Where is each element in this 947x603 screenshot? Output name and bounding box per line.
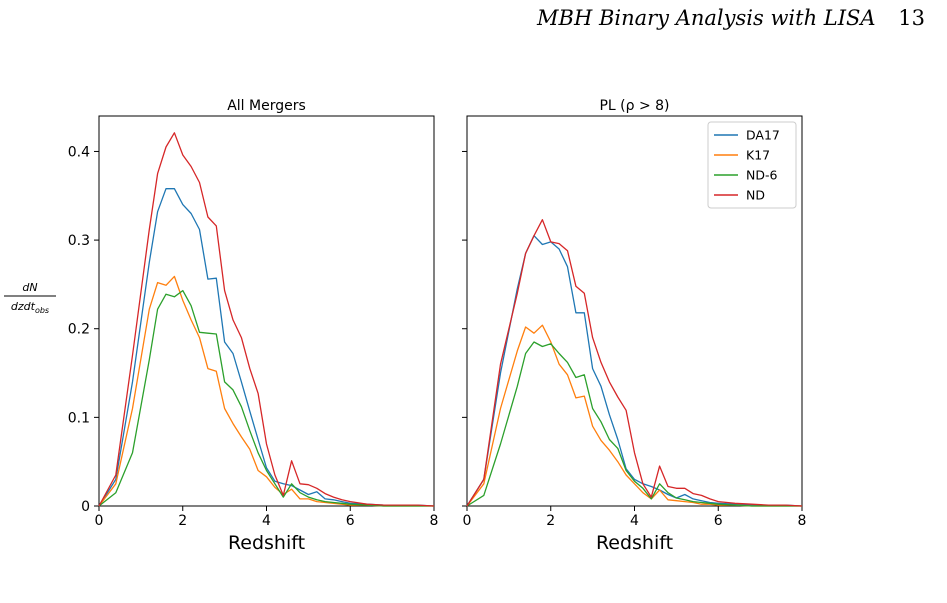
y-tick-label: 0 <box>81 499 90 515</box>
series-line-da17 <box>98 188 435 507</box>
x-axis-label: Redshift <box>228 532 305 554</box>
series-line-k17 <box>466 324 802 507</box>
series-line-k17 <box>98 275 434 507</box>
page-number: 13 <box>898 6 925 30</box>
legend: DA17 K17 ND-6 ND <box>707 121 797 209</box>
panel-title: PL (ρ > 8) <box>599 98 669 114</box>
series-line-nd-6 <box>98 289 434 507</box>
y-axis-label: dN dzdtobs <box>4 281 56 315</box>
x-tick-label: 0 <box>463 513 472 529</box>
series-line-da17 <box>466 235 803 507</box>
y-tick-label: 0.1 <box>68 410 90 426</box>
panel-all-mergers: All Mergers 0 2 4 6 8 0 0.1 0.2 0.3 0.4 Redshift <box>68 98 439 554</box>
legend-label: ND <box>746 188 765 203</box>
x-tick-label: 4 <box>262 513 271 529</box>
x-tick-label: 2 <box>546 513 555 529</box>
x-tick-label: 4 <box>630 513 639 529</box>
legend-box <box>707 121 797 209</box>
x-tick-label: 8 <box>798 513 807 529</box>
running-head: MBH Binary Analysis with LISA 13 <box>537 6 925 30</box>
y-label-denominator-sub: obs <box>35 306 49 315</box>
x-tick-label: 8 <box>430 513 439 529</box>
series-line-nd <box>98 132 435 507</box>
panel-pl-rho-8: PL (ρ > 8) 0 2 4 6 8 Redshift DA17 K17 ND-6 ND <box>462 98 806 554</box>
x-tick-label: 0 <box>95 513 104 529</box>
y-tick-label: 0.2 <box>68 322 90 338</box>
y-tick-label: 0.4 <box>68 144 90 160</box>
x-tick-label: 6 <box>714 513 723 529</box>
legend-label: K17 <box>746 148 770 163</box>
series-line-nd <box>466 219 803 507</box>
y-label-denominator: dzdtobs <box>11 300 49 315</box>
x-tick-label: 6 <box>346 513 355 529</box>
series-line-nd-6 <box>466 341 802 507</box>
panel-title: All Mergers <box>227 98 306 114</box>
y-tick-label: 0.3 <box>68 233 90 249</box>
y-label-denominator-main: dzdt <box>11 300 36 313</box>
legend-label: ND-6 <box>746 168 777 183</box>
x-tick-label: 2 <box>178 513 187 529</box>
running-head-title: MBH Binary Analysis with LISA <box>537 6 876 30</box>
legend-label: DA17 <box>746 128 780 143</box>
y-label-numerator: dN <box>22 281 37 294</box>
x-axis-label: Redshift <box>596 532 673 554</box>
